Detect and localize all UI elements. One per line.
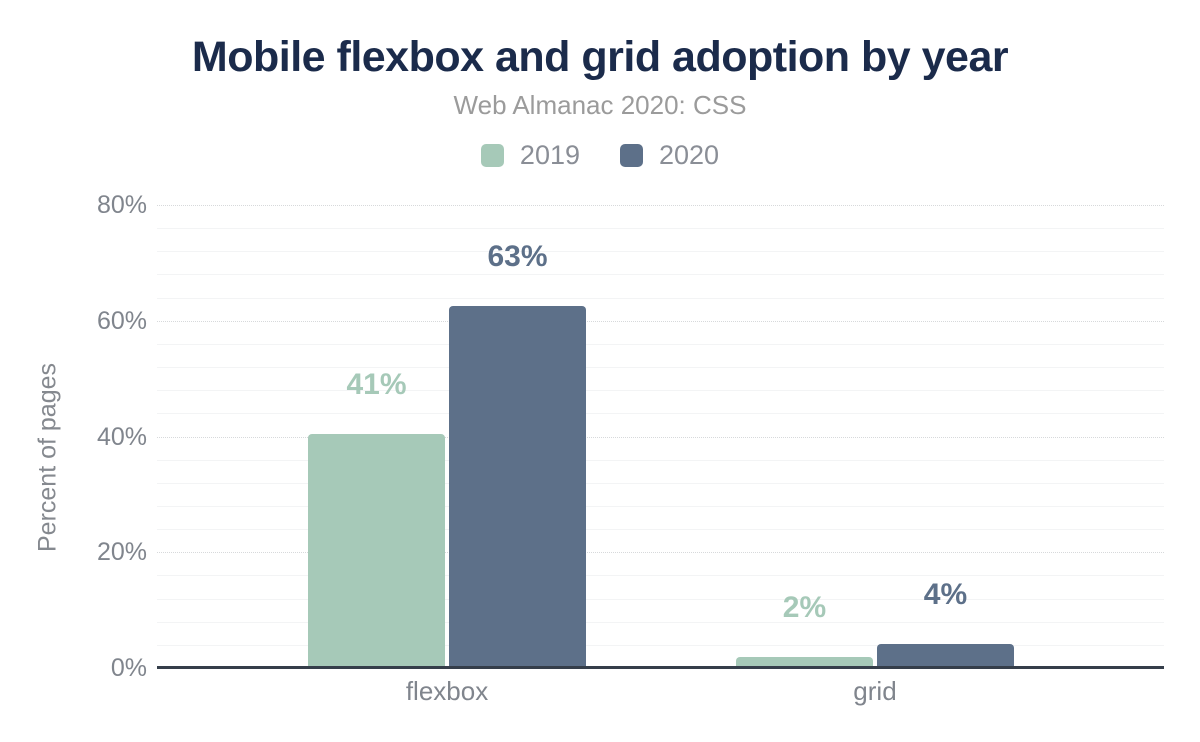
grid-line-minor bbox=[157, 482, 1164, 484]
grid-line-minor bbox=[157, 621, 1164, 623]
bar-value-label-2019-flexbox: 41% bbox=[346, 368, 407, 402]
bar-2019-grid bbox=[735, 657, 873, 668]
x-axis-line bbox=[157, 666, 1164, 669]
legend-label: 2020 bbox=[659, 139, 720, 170]
grid-line-minor bbox=[157, 228, 1164, 230]
grid-line-minor bbox=[157, 390, 1164, 392]
bar-2020-grid bbox=[876, 644, 1014, 668]
grid-line-major bbox=[157, 320, 1164, 322]
bar-value-label-2020-flexbox: 63% bbox=[487, 240, 548, 274]
grid-line-minor bbox=[157, 505, 1164, 507]
y-tick-label: 0% bbox=[110, 654, 147, 682]
bar-2020-flexbox bbox=[449, 306, 587, 668]
grid-line-minor bbox=[157, 297, 1164, 299]
grid-line-minor bbox=[157, 413, 1164, 415]
bar-2019-flexbox bbox=[308, 434, 446, 668]
legend: 2019 2020 bbox=[0, 138, 1200, 172]
y-tick-label: 20% bbox=[96, 538, 147, 567]
y-tick-label: 60% bbox=[96, 306, 147, 335]
grid-line-minor bbox=[157, 529, 1164, 531]
grid-line-major bbox=[157, 436, 1164, 438]
y-axis-title: Percent of pages bbox=[33, 363, 62, 553]
grid-line-minor bbox=[157, 367, 1164, 369]
x-category-label-grid: grid bbox=[853, 676, 897, 706]
chart-title: Mobile flexbox and grid adoption by year bbox=[191, 33, 1009, 81]
legend-label: 2019 bbox=[519, 139, 580, 170]
grid-line-major bbox=[157, 205, 1164, 206]
grid-line-minor bbox=[157, 598, 1164, 600]
legend-swatch-icon bbox=[480, 143, 504, 167]
y-tick-label: 80% bbox=[96, 191, 147, 219]
grid-line-major bbox=[157, 552, 1164, 554]
chart-subtitle: Web Almanac 2020: CSS bbox=[453, 90, 747, 120]
grid-line-minor bbox=[157, 343, 1164, 345]
grid-line-minor bbox=[157, 274, 1164, 276]
plot-area: 41% 63% 2% 4% bbox=[157, 205, 1164, 668]
legend-item-2020: 2020 bbox=[620, 140, 719, 171]
bar-value-label-2019-grid: 2% bbox=[782, 591, 827, 625]
bar-value-label-2020-grid: 4% bbox=[923, 578, 968, 612]
grid-line-minor bbox=[157, 575, 1164, 577]
y-tick-label: 40% bbox=[96, 422, 147, 451]
grid-line-minor bbox=[157, 251, 1164, 253]
grid-line-minor bbox=[157, 459, 1164, 461]
grid-line-minor bbox=[157, 644, 1164, 646]
legend-item-2019: 2019 bbox=[480, 139, 580, 171]
x-category-label-flexbox: flexbox bbox=[405, 676, 489, 706]
legend-swatch-icon bbox=[620, 143, 643, 167]
